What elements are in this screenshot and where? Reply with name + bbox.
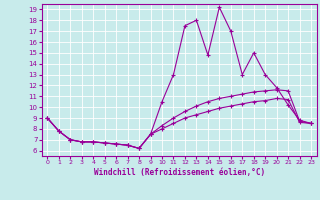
X-axis label: Windchill (Refroidissement éolien,°C): Windchill (Refroidissement éolien,°C) [94, 168, 265, 177]
